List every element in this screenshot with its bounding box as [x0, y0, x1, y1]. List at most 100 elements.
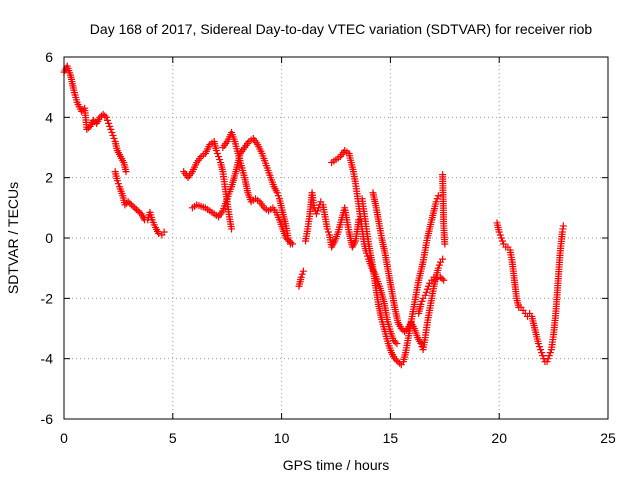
y-tick-label: -2: [41, 290, 54, 306]
data-point: [101, 112, 109, 120]
data-point: [441, 240, 449, 248]
data-point: [418, 297, 426, 305]
chart-title: Day 168 of 2017, Sidereal Day-to-day VTE…: [90, 21, 593, 37]
x-tick-label: 15: [383, 430, 399, 446]
data-point: [213, 150, 221, 158]
data-point: [104, 116, 112, 124]
data-point: [497, 234, 505, 242]
y-tick-label: -6: [41, 411, 54, 427]
data-point: [436, 273, 444, 281]
data-point: [324, 228, 332, 236]
data-point: [438, 275, 446, 283]
data-point: [417, 300, 425, 308]
data-point: [392, 356, 400, 364]
x-axis-label: GPS time / hours: [283, 457, 390, 473]
data-point: [96, 113, 104, 121]
data-point: [102, 113, 110, 121]
data-point: [83, 125, 91, 133]
data-point: [397, 325, 405, 332]
data-point: [288, 240, 296, 248]
data-point: [105, 119, 113, 127]
data-point: [121, 201, 129, 209]
axis-ticks: [63, 56, 609, 420]
data-point: [284, 236, 292, 244]
data-point: [312, 210, 320, 218]
data-point: [132, 205, 140, 213]
data-point: [422, 288, 430, 296]
data-point: [314, 207, 322, 215]
x-tick-label: 20: [491, 430, 507, 446]
x-tick-labels: 0 5 10 15 20 25: [60, 430, 616, 446]
data-point: [84, 124, 92, 132]
data-point: [129, 202, 137, 210]
data-point: [393, 340, 401, 348]
data-point: [434, 192, 442, 200]
data-point: [544, 355, 552, 363]
data-point: [496, 231, 504, 239]
data-point: [274, 192, 282, 200]
data-point: [545, 352, 553, 360]
data-point: [126, 199, 134, 207]
data-point: [109, 131, 117, 139]
data-point: [134, 207, 142, 215]
data-point: [136, 208, 144, 216]
data-point: [498, 237, 506, 245]
y-tick-label: 0: [45, 230, 53, 246]
data-point: [430, 273, 438, 281]
data-point: [433, 195, 441, 203]
data-point: [107, 125, 115, 133]
data-point: [390, 337, 398, 345]
data-points: [60, 62, 567, 369]
data-point: [124, 198, 132, 206]
x-tick-label: 5: [169, 430, 177, 446]
data-point: [214, 153, 222, 161]
data-point: [421, 291, 429, 299]
data-point: [285, 237, 293, 245]
data-point: [106, 122, 114, 130]
data-point: [315, 204, 323, 212]
data-point: [435, 261, 443, 269]
data-point: [212, 147, 220, 155]
data-point: [424, 282, 432, 290]
data-point: [402, 326, 410, 334]
data-point: [323, 225, 331, 233]
x-tick-label: 0: [60, 430, 68, 446]
data-point: [89, 116, 97, 124]
data-point: [287, 239, 295, 247]
data-point: [228, 225, 236, 233]
data-point: [108, 128, 116, 136]
data-point: [216, 156, 224, 164]
data-point: [534, 340, 542, 348]
y-axis-label: SDTVAR / TECUs: [5, 182, 21, 294]
data-point: [160, 228, 168, 236]
data-point: [110, 134, 118, 142]
data-point: [546, 349, 554, 357]
data-point: [297, 273, 305, 281]
data-point: [114, 180, 122, 188]
data-point: [423, 285, 431, 293]
data-point: [417, 340, 425, 348]
data-point: [538, 349, 546, 357]
x-tick-label: 10: [274, 430, 290, 446]
y-tick-label: 6: [45, 49, 53, 65]
data-point: [440, 276, 448, 284]
y-tick-label: -4: [41, 351, 54, 367]
y-tick-label: 4: [45, 109, 53, 125]
data-point: [495, 228, 503, 236]
data-point: [543, 358, 551, 366]
data-point: [396, 359, 404, 367]
data-point: [559, 222, 567, 230]
y-tick-labels: -6 -4 -2 0 2 4 6: [41, 49, 54, 427]
data-point: [432, 198, 440, 206]
x-tick-label: 25: [600, 430, 616, 446]
data-point: [155, 229, 163, 237]
data-point: [122, 168, 130, 176]
y-tick-label: 2: [45, 170, 53, 186]
data-point: [539, 352, 547, 360]
data-point: [298, 270, 306, 278]
data-point: [282, 234, 290, 242]
data-point: [439, 255, 447, 263]
data-point: [434, 264, 442, 272]
data-point: [131, 204, 139, 212]
